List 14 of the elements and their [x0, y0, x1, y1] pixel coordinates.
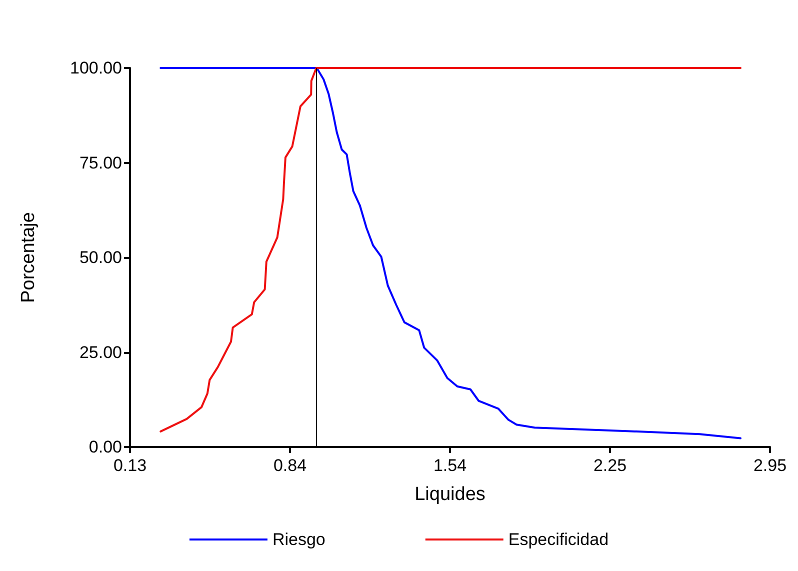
x-tick-label: 0.84 [273, 456, 307, 475]
y-tick-label: 50.00 [79, 248, 122, 267]
y-axis-title: Porcentaje [18, 212, 39, 303]
x-tick-label: 2.95 [753, 456, 787, 475]
y-tick-label: 25.00 [79, 342, 122, 362]
legend-label: Especificidad [508, 530, 609, 549]
x-tick-label: 2.25 [593, 456, 627, 475]
y-tick-label: 100.00 [70, 58, 122, 78]
x-tick-label: 1.54 [433, 456, 467, 475]
x-tick-label: 0.13 [113, 456, 147, 475]
y-tick-label: 0.00 [88, 438, 122, 456]
y-tick-label: 75.00 [79, 153, 122, 172]
x-axis-title: Liquides [414, 484, 486, 505]
legend-label: Riesgo [272, 530, 326, 549]
